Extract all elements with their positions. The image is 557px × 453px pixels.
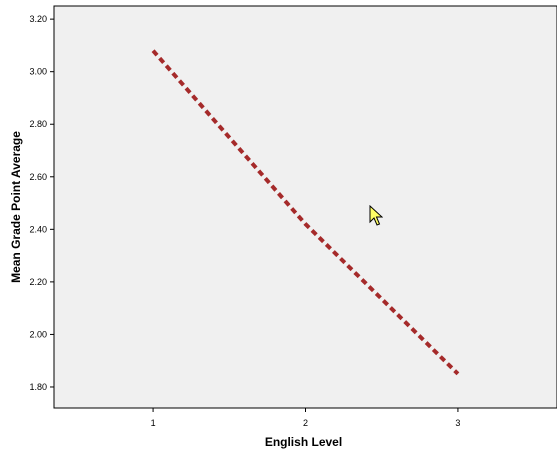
- x-tick-label: 1: [151, 418, 156, 428]
- x-axis-title: English Level: [265, 435, 342, 449]
- mouse-pointer-icon: [369, 205, 383, 226]
- series-layer: [151, 49, 460, 376]
- y-axis-title: Mean Grade Point Average: [9, 131, 23, 283]
- y-tick-label: 2.80: [29, 119, 47, 129]
- y-tick-label: 2.20: [29, 277, 47, 287]
- y-tick-label: 3.20: [29, 14, 47, 24]
- x-tick-label: 2: [303, 418, 308, 428]
- series-line: [151, 49, 460, 376]
- y-tick-label: 1.80: [29, 382, 47, 392]
- x-tick-label: 3: [455, 418, 460, 428]
- x-axis: 1 2 3: [151, 408, 460, 428]
- plot-area: [53, 5, 557, 409]
- y-tick-label: 2.60: [29, 172, 47, 182]
- y-axis: 1.80 2.00 2.20 2.40 2.60 2.80 3.00 3.20: [29, 14, 54, 392]
- y-tick-label: 3.00: [29, 67, 47, 77]
- y-tick-label: 2.40: [29, 224, 47, 234]
- y-tick-label: 2.00: [29, 329, 47, 339]
